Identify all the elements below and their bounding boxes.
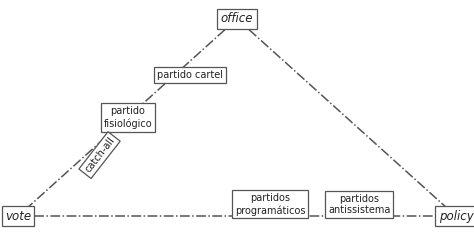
Text: partidos
programáticos: partidos programáticos [235, 193, 305, 215]
Text: policy: policy [438, 210, 474, 223]
Text: partidos
antissistema: partidos antissistema [328, 194, 391, 215]
Text: partido
fisiológico: partido fisiológico [104, 106, 152, 129]
Text: catch-all: catch-all [82, 136, 117, 175]
Text: office: office [221, 12, 253, 25]
Text: vote: vote [5, 210, 31, 223]
Text: partido cartel: partido cartel [156, 70, 223, 80]
